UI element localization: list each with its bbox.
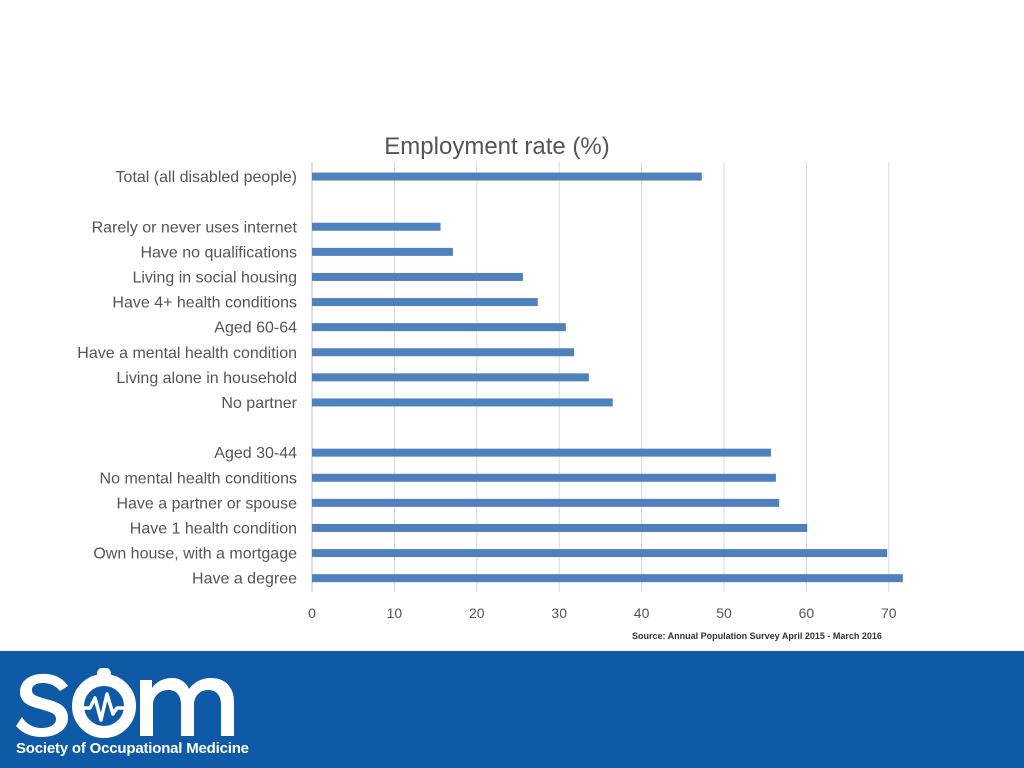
x-tick-label: 30 [551,605,567,621]
category-label: Have a partner or spouse [116,495,297,512]
category-label: Have 4+ health conditions [112,295,297,312]
som-logo [16,668,234,738]
bar [312,298,538,307]
category-label: Have no qualifications [140,244,297,261]
x-tick-label: 10 [387,605,403,621]
category-label: No mental health conditions [100,470,297,487]
category-label: Have a degree [192,571,297,588]
x-tick-label: 50 [716,605,732,621]
category-label: Aged 30-44 [214,445,297,462]
bar [312,247,453,256]
category-label: Living alone in household [116,370,297,387]
bar [312,523,808,532]
bar [312,549,888,558]
bar [312,398,613,407]
x-tick-label: 20 [469,605,485,621]
bar [312,574,903,583]
x-tick-label: 60 [799,605,815,621]
category-label: Total (all disabled people) [116,169,297,186]
chart-title: Employment rate (%) [384,133,609,160]
bar [312,222,441,231]
bar [312,348,575,357]
bar [312,448,771,457]
x-axis-tick-labels: 0 10 20 30 40 50 60 70 [308,605,897,621]
source-note: Source: Annual Population Survey April 2… [632,631,882,641]
bar [312,498,780,507]
category-label: No partner [221,395,297,412]
x-tick-label: 40 [634,605,650,621]
category-label: Have 1 health condition [130,520,297,537]
employment-rate-chart: Employment rate (%) Total (all disabled … [77,133,903,621]
category-label: Have a mental health condition [77,345,297,362]
category-label: Aged 60-64 [214,320,297,337]
x-tick-label: 0 [308,605,316,621]
org-name: Society of Occupational Medicine [16,740,249,757]
bar [312,172,702,181]
x-tick-label: 70 [881,605,897,621]
category-label: Living in social housing [132,269,297,286]
chart-bars [312,172,903,583]
bar [312,473,776,482]
bar [312,323,566,332]
category-labels: Total (all disabled people) Rarely or nev… [77,169,297,588]
footer-banner [0,651,1024,768]
category-label: Rarely or never uses internet [92,219,298,236]
bar [312,373,589,382]
category-label: Own house, with a mortgage [93,546,297,563]
bar [312,272,523,281]
